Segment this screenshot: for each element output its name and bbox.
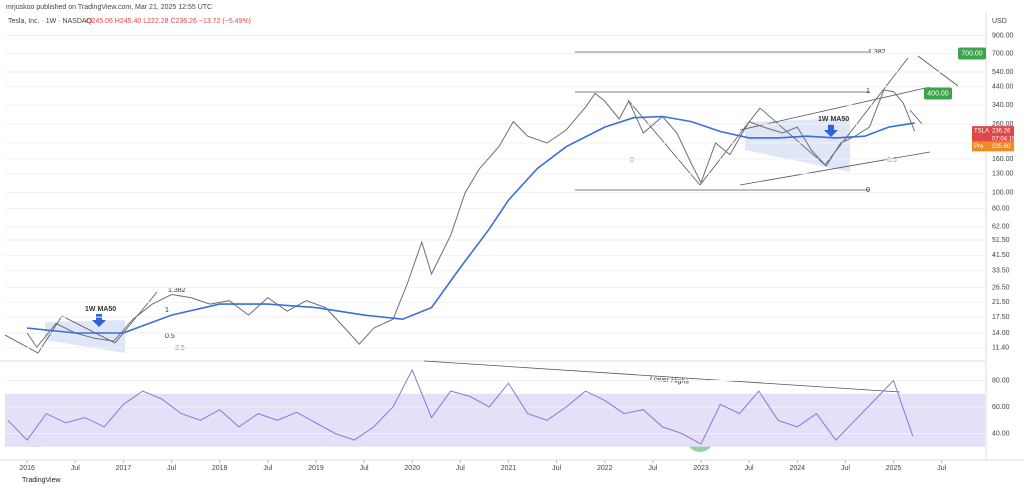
x-tick-label: Jul [841,465,850,472]
trend-line [824,57,909,166]
last-timer: 07:04:19 [992,137,1016,143]
y-tick-label: 21.50 [992,299,1010,306]
x-tick-label: 2024 [789,465,805,472]
x-tick-label: 2019 [308,465,324,472]
annotation: 1 [165,307,169,314]
annotation: 1.382 [168,287,186,294]
series-line [26,89,916,348]
series-line [27,115,915,334]
arrow-down [92,314,106,327]
x-tick-label: Jul [71,465,80,472]
x-tick-label: Jul [263,465,272,472]
lower-highs-line [423,360,901,393]
footer-logo: TradingView [22,477,61,484]
y-tick-label: 700.00 [992,50,1014,57]
y-tick-label: 80.00 [992,377,1010,384]
y-tick-label: 80.00 [992,205,1010,212]
annotation: 0 [630,157,634,164]
annotation: 1 [866,88,870,95]
channel-line [739,151,931,186]
y-tick-label: 100.00 [992,189,1014,196]
y-tick-label: 62.00 [992,224,1010,231]
series-line [7,368,914,445]
trend-line [699,107,761,186]
channel-line [739,86,931,131]
y-tick-label: 60.00 [992,404,1010,411]
y-tick-label: 440.00 [992,84,1014,91]
x-tick-label: Jul [745,465,754,472]
x-tick-label: Jul [552,465,561,472]
target-arrow [909,109,923,125]
x-tick-label: 2020 [404,465,420,472]
annotation: 3.5 [175,345,185,352]
x-tick-label: 2023 [693,465,709,472]
x-tick-label: Jul [648,465,657,472]
symbol: Tesla, Inc. · 1W · NASDAQ [8,18,93,25]
publisher: mrjuskoo published on TradingView.com, M… [6,4,212,11]
ohlc: O245.06 H245.40 L222.28 C236.26 −13.72 (… [86,18,251,25]
y-tick-label: 130.00 [992,171,1014,178]
x-tick-label: Jul [360,465,369,472]
trend-line [37,315,63,354]
pre-price: 235.60 [992,144,1011,150]
trend-line [61,315,116,344]
target-label-box [924,87,952,100]
y-tick-label: 51.50 [992,237,1010,244]
arrow-down [824,124,838,137]
annotation: 1W MA50 [818,116,849,123]
y-tick-label: 540.00 [992,69,1014,76]
x-tick-label: 2018 [212,465,228,472]
x-tick-label: Jul [937,465,946,472]
pre-name: Pre [974,144,984,150]
y-tick-label: 40.00 [992,430,1010,437]
y-tick-label: 33.50 [992,268,1010,275]
annotation: 0.5 [165,333,175,340]
x-tick-label: Jul [167,465,176,472]
y-tick-label: 41.50 [992,252,1010,259]
x-tick-label: 2025 [886,465,902,472]
annotation: 1.382 [868,49,886,56]
x-tick-label: Jul [456,465,465,472]
annotation: 1W MA50 [85,306,116,313]
x-tick-label: 2017 [116,465,132,472]
y-tick-label: 17.50 [992,314,1010,321]
x-tick-label: 2016 [19,465,35,472]
target-arrow [917,55,959,87]
trend-line [4,334,39,354]
trend-line [627,99,701,186]
y-tick-label: 11.40 [992,345,1009,352]
y-tick-label: 900.00 [992,32,1014,39]
currency: USD [992,18,1007,25]
target-label: 400.00 [927,90,949,97]
last-price-box [972,126,1014,145]
annotation: 0 [866,187,870,194]
y-tick-label: 260.00 [992,121,1014,128]
x-tick-label: 2021 [501,465,517,472]
y-tick-label: 14.00 [992,330,1010,337]
last-name: TSLA [974,129,989,135]
y-tick-label: 160.00 [992,156,1014,163]
y-tick-label: 26.50 [992,284,1010,291]
target-label-box [958,47,986,60]
annotation: 3.5 [887,157,897,164]
pre-price-box [972,141,1014,152]
rsi-band [5,393,985,447]
y-tick-label: 340.00 [992,102,1014,109]
last-price: 236.26 [992,129,1011,135]
x-tick-label: 2022 [597,465,613,472]
target-label: 700.00 [961,50,983,57]
